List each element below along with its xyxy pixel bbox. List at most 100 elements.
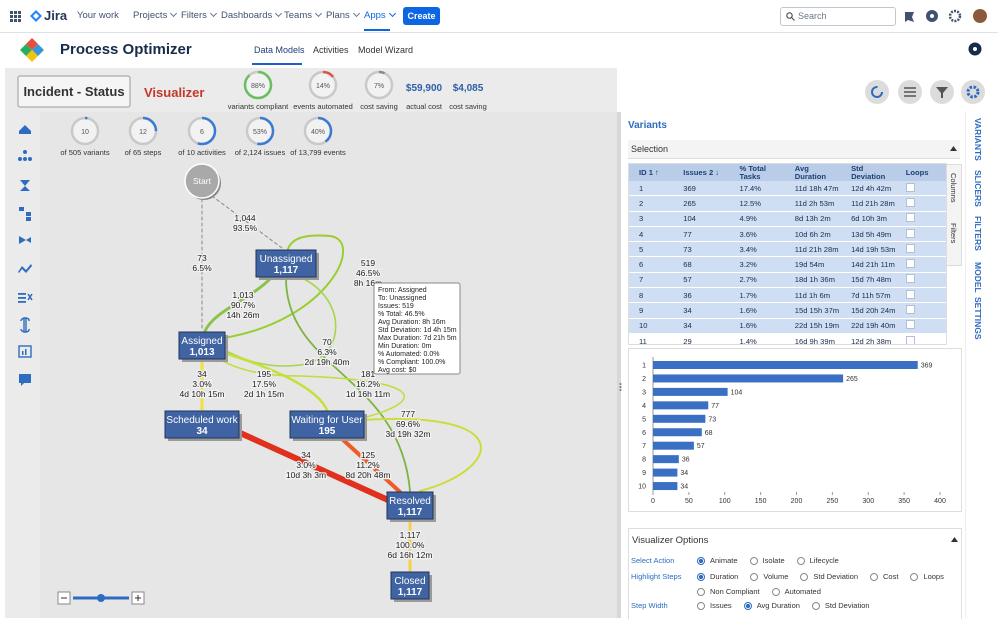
side-tab[interactable]: SLICERS [973,170,983,207]
nav-item[interactable]: Your work [77,10,119,21]
grid-side-tab[interactable]: Columns [949,173,958,203]
home-icon[interactable] [19,125,31,134]
radio[interactable] [749,556,758,565]
radio-option[interactable]: Avg Duration [743,601,800,610]
table-row[interactable]: 5 73 3.4% 11d 21h 28m 14d 19h 53m [629,241,946,257]
process-node[interactable] [289,410,365,439]
search-box[interactable]: Search [780,7,896,26]
table-row[interactable]: 2 265 12.5% 11d 2h 53m 11d 21h 28m [629,195,946,212]
start-node[interactable] [184,163,220,199]
nav-item[interactable]: Projects [133,9,178,21]
column-header[interactable]: Avg Duration [794,163,826,181]
table-row[interactable]: 8 36 1.7% 11d 1h 6m 7d 11h 57m [629,287,946,303]
dataset-box[interactable] [17,75,131,108]
radio[interactable] [771,587,780,596]
trend-icon[interactable] [18,264,32,273]
zoom-knob[interactable] [97,594,105,602]
app-tab[interactable]: Data Models [254,45,305,55]
radio[interactable] [910,572,919,581]
loops-checkbox[interactable] [905,335,915,344]
table-row[interactable]: 1 369 17.4% 11d 18h 47m 12d 4h 42m [629,181,946,196]
loops-checkbox[interactable] [905,243,915,253]
table-row[interactable]: 11 29 1.4% 16d 9h 39m 12d 2h 38m [629,333,946,344]
radio[interactable] [697,601,705,610]
notifications-icon[interactable] [905,12,914,22]
nav-item[interactable]: Apps [364,9,396,21]
report-icon[interactable] [18,345,32,358]
process-node[interactable] [386,491,434,520]
column-header[interactable]: Std Deviation [851,163,886,181]
loops-checkbox[interactable] [905,213,915,223]
radio-option[interactable]: Std Deviation [800,572,858,581]
table-row[interactable]: 9 34 1.6% 15d 15h 37m 15d 20h 24m [629,302,946,319]
radio[interactable] [750,572,759,581]
list-icon[interactable] [18,293,33,303]
product-name[interactable]: Jira [44,8,68,23]
loops-checkbox[interactable] [905,305,915,315]
process-node[interactable] [390,571,430,600]
side-tab[interactable]: MODEL [973,262,983,293]
radio-option[interactable]: Duration [697,572,738,581]
graph-icon[interactable] [18,150,32,161]
process-node[interactable] [164,410,240,439]
column-header[interactable]: ID 1 ↑ [639,167,659,177]
side-tab[interactable]: FILTERS [973,216,983,251]
comment-icon[interactable] [19,374,31,386]
flow-icon[interactable] [19,236,31,244]
nav-item[interactable]: Plans [326,9,360,21]
create-button[interactable]: Create [403,7,440,25]
radio-option[interactable]: Issues [697,601,732,610]
app-switcher[interactable] [10,11,21,22]
radio[interactable] [870,572,878,581]
radio[interactable] [811,601,820,610]
side-tab[interactable]: VARIANTS [973,118,983,161]
timer-icon[interactable] [20,180,30,191]
collapse-caret[interactable] [950,146,957,151]
radio-option[interactable]: Lifecycle [796,556,839,565]
radio[interactable] [697,587,705,596]
radio-option[interactable]: Animate [697,556,738,565]
grid-side-tab[interactable]: Filters [949,223,958,244]
loops-checkbox[interactable] [905,320,915,330]
nav-item[interactable]: Filters [181,9,217,21]
loops-checkbox[interactable] [905,228,915,238]
nav-item[interactable]: Teams [284,9,323,21]
radio[interactable] [697,556,705,565]
radio-option[interactable]: Automated [771,587,821,596]
column-header[interactable]: Issues 2 ↓ [683,167,720,177]
process-node[interactable] [255,249,317,278]
radio-option[interactable]: Isolate [749,556,785,565]
side-tab[interactable]: SETTINGS [973,297,983,340]
radio-option[interactable]: Cost [870,572,898,581]
radio-option[interactable]: Volume [750,572,788,581]
options-caret[interactable] [951,537,958,542]
radio-option[interactable]: Non Compliant [697,587,760,596]
radio[interactable] [743,601,752,610]
radio[interactable] [796,556,805,565]
loops-checkbox[interactable] [905,182,915,192]
column-header[interactable]: % Total Tasks [739,163,766,181]
nav-item[interactable]: Dashboards [221,9,283,21]
radio-option[interactable]: Loops [910,572,944,581]
settings-icon[interactable] [948,9,962,23]
loops-checkbox[interactable] [905,259,915,269]
selection-bar[interactable]: Selection [628,140,960,159]
refresh-button[interactable] [865,80,889,104]
table-row[interactable]: 4 77 3.6% 10d 6h 2m 13d 5h 49m [629,226,946,242]
column-header[interactable]: Loops [905,167,929,177]
radio-option[interactable]: Std Deviation [811,601,870,610]
settings-button[interactable] [961,80,985,104]
table-row[interactable]: 7 57 2.7% 18d 1h 36m 15d 7h 48m [629,272,946,288]
app-tab[interactable]: Activities [313,45,349,55]
hierarchy-icon[interactable] [19,207,31,221]
loops-checkbox[interactable] [905,274,915,284]
avatar[interactable] [973,9,987,23]
table-row[interactable]: 6 68 3.2% 19d 54m 14d 21h 11m [629,256,946,273]
radio[interactable] [800,572,809,581]
app-tab[interactable]: Model Wizard [358,45,414,55]
table-row[interactable]: 10 34 1.6% 22d 15h 19m 22d 19h 40m [629,318,946,334]
cost-icon[interactable] [20,317,30,333]
loops-checkbox[interactable] [905,289,915,299]
loops-checkbox[interactable] [905,197,915,207]
table-row[interactable]: 3 104 4.9% 8d 13h 2m 6d 10h 3m [629,211,946,227]
